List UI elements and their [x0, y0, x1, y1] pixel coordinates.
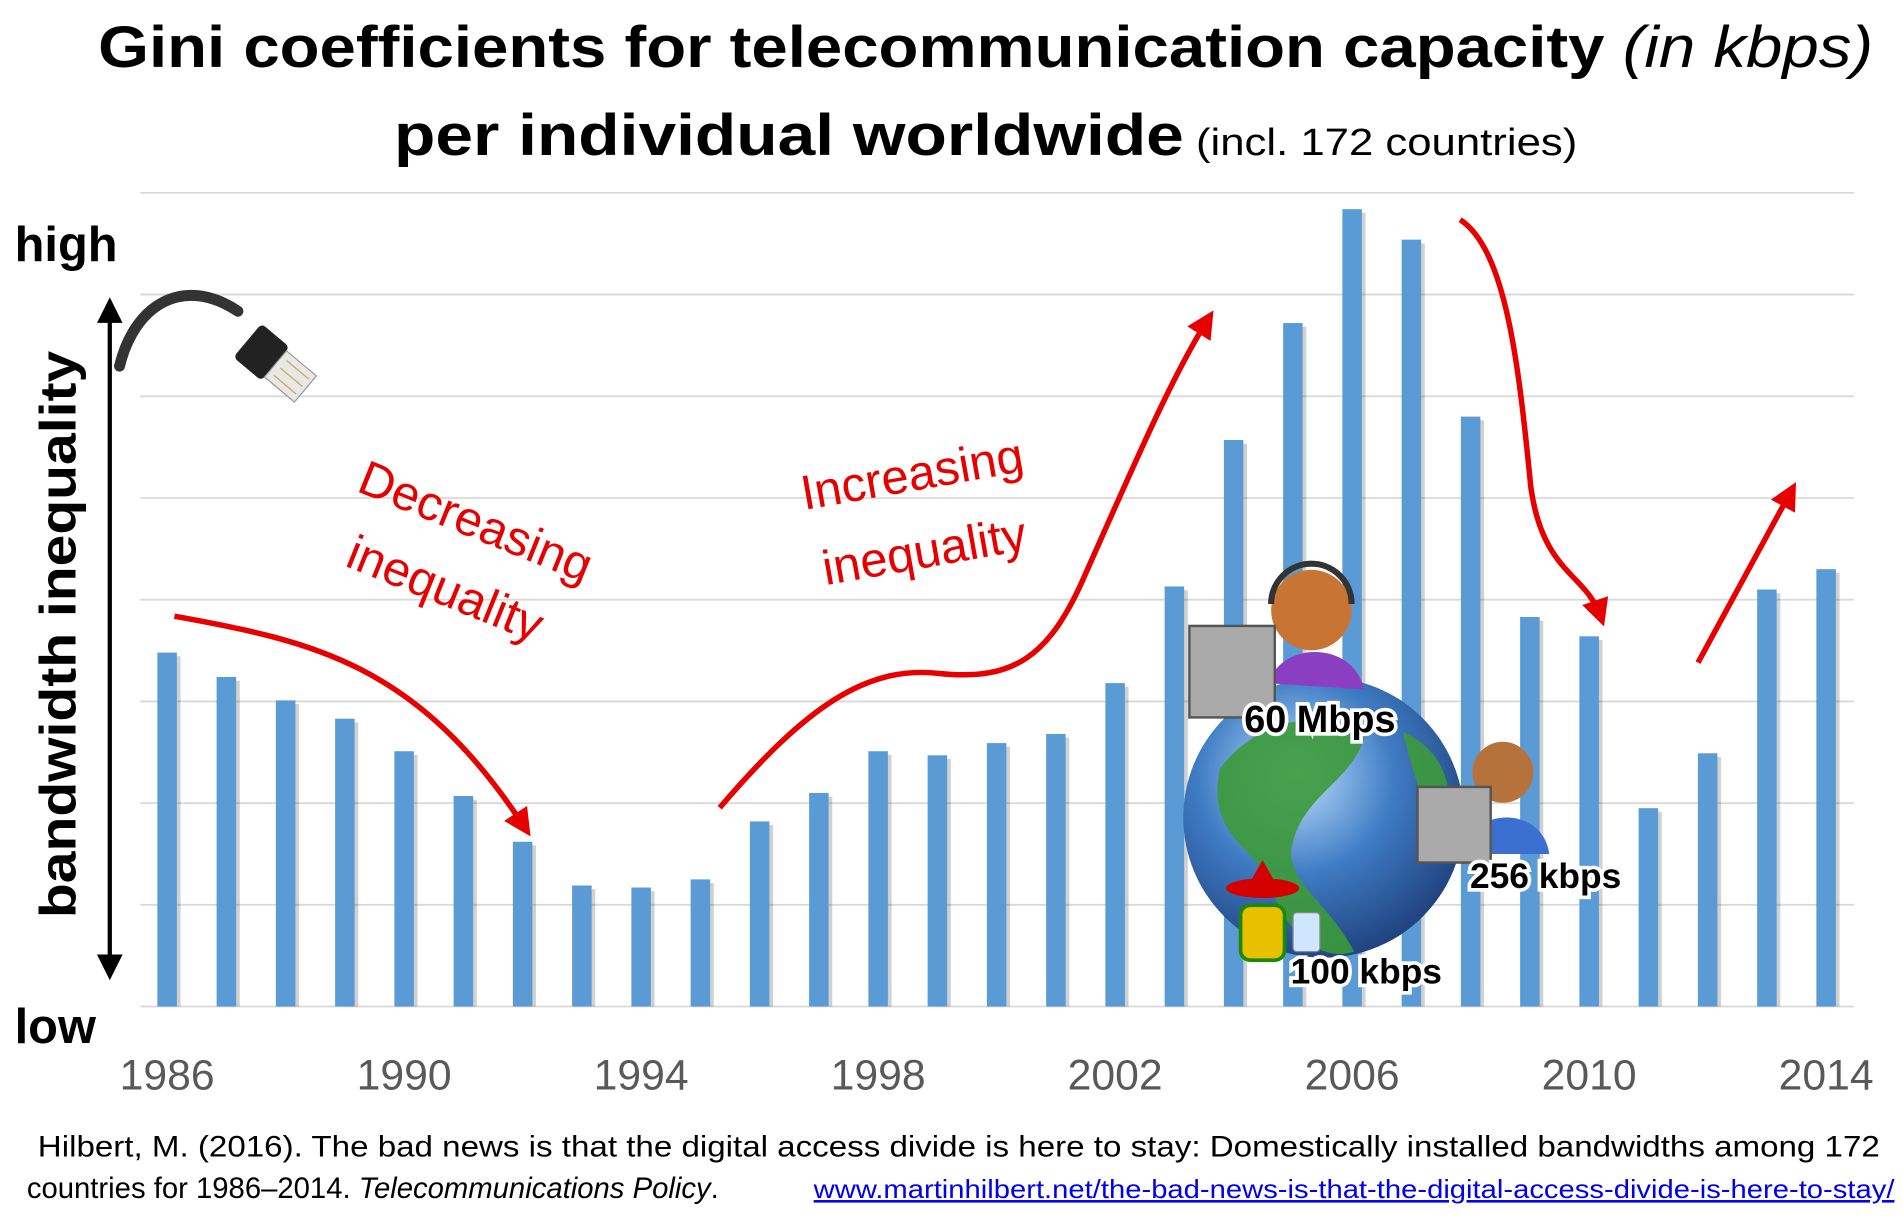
- x-tick-1998: 1998: [831, 1051, 926, 1099]
- increasing-arrow: [717, 310, 1214, 810]
- increasing-label-1: Increasing: [797, 429, 1028, 521]
- y-high-label: high: [15, 218, 118, 272]
- y-low-label: low: [15, 1000, 97, 1054]
- bar-1987: [216, 676, 237, 1007]
- x-tick-2002: 2002: [1068, 1051, 1163, 1099]
- citation-link[interactable]: www.martinhilbert.net/the-bad-news-is-th…: [813, 1176, 1896, 1204]
- globe-users-illustration: 60 Mbps 256 kbps 100 kbps: [1183, 560, 1625, 995]
- bar-1986: [157, 652, 177, 1007]
- y-axis-label: bandwidth inequality: [30, 350, 87, 918]
- bar-1991: [453, 795, 474, 1007]
- speed-label-100kbps: 100 kbps: [1291, 952, 1442, 991]
- bar-2002: [1105, 683, 1125, 1007]
- citation-line2: countries for 1986–2014. Telecommunicati…: [27, 1173, 719, 1205]
- bar-2008: [1460, 416, 1481, 1007]
- trend-arrows: [173, 217, 1797, 837]
- decreasing-arrow: [173, 613, 531, 837]
- bar-1999: [927, 755, 948, 1007]
- bar-2010: [1579, 636, 1599, 1007]
- bar-1997: [809, 792, 829, 1007]
- bar-1998: [868, 751, 888, 1007]
- bar-1993: [572, 885, 592, 1007]
- x-tick-1986: 1986: [120, 1051, 215, 1099]
- x-tick-labels: 1986 1990 1994 1998 2002 2006 2010 2014: [120, 1051, 1874, 1099]
- bar-1990: [394, 751, 414, 1007]
- ethernet-cable-icon: [114, 289, 318, 403]
- user-headset-icon: [1188, 560, 1364, 719]
- speed-label-60mbps: 60 Mbps: [1244, 699, 1395, 741]
- increasing-label-2: inequality: [818, 507, 1031, 596]
- chart-title-line2: per individual worldwide (incl. 172 coun…: [394, 103, 1577, 168]
- bar-2003: [1164, 586, 1185, 1007]
- bar-2000: [986, 743, 1007, 1007]
- bar-2009: [1520, 616, 1540, 1007]
- bar-2013: [1757, 589, 1777, 1007]
- bar-2011: [1638, 808, 1659, 1007]
- citation-line1: Hilbert, M. (2016). The bad news is that…: [38, 1132, 1880, 1164]
- user-business-icon: [1416, 741, 1550, 864]
- speed-label-256kbps: 256 kbps: [1470, 857, 1621, 896]
- x-tick-2014: 2014: [1779, 1051, 1874, 1099]
- x-tick-2010: 2010: [1542, 1051, 1637, 1099]
- bar-1989: [335, 718, 355, 1007]
- x-tick-1990: 1990: [357, 1051, 452, 1099]
- bar-1992: [512, 841, 533, 1007]
- bar-2001: [1046, 733, 1066, 1007]
- falling-arrow: [1458, 217, 1609, 627]
- gridlines: [140, 191, 1855, 1008]
- bar-2012: [1697, 753, 1718, 1007]
- bar-1995: [690, 879, 711, 1007]
- chart-title-line1: Gini coefficients for telecommunication …: [98, 15, 1873, 80]
- bar-2014: [1816, 569, 1836, 1007]
- bar-1988: [275, 700, 296, 1007]
- user-sombrero-icon: [1225, 860, 1321, 962]
- rising-arrow: [1695, 482, 1797, 664]
- x-tick-1994: 1994: [594, 1051, 689, 1099]
- bar-1994: [631, 887, 651, 1007]
- bar-1996: [749, 821, 770, 1007]
- x-tick-2006: 2006: [1305, 1051, 1400, 1099]
